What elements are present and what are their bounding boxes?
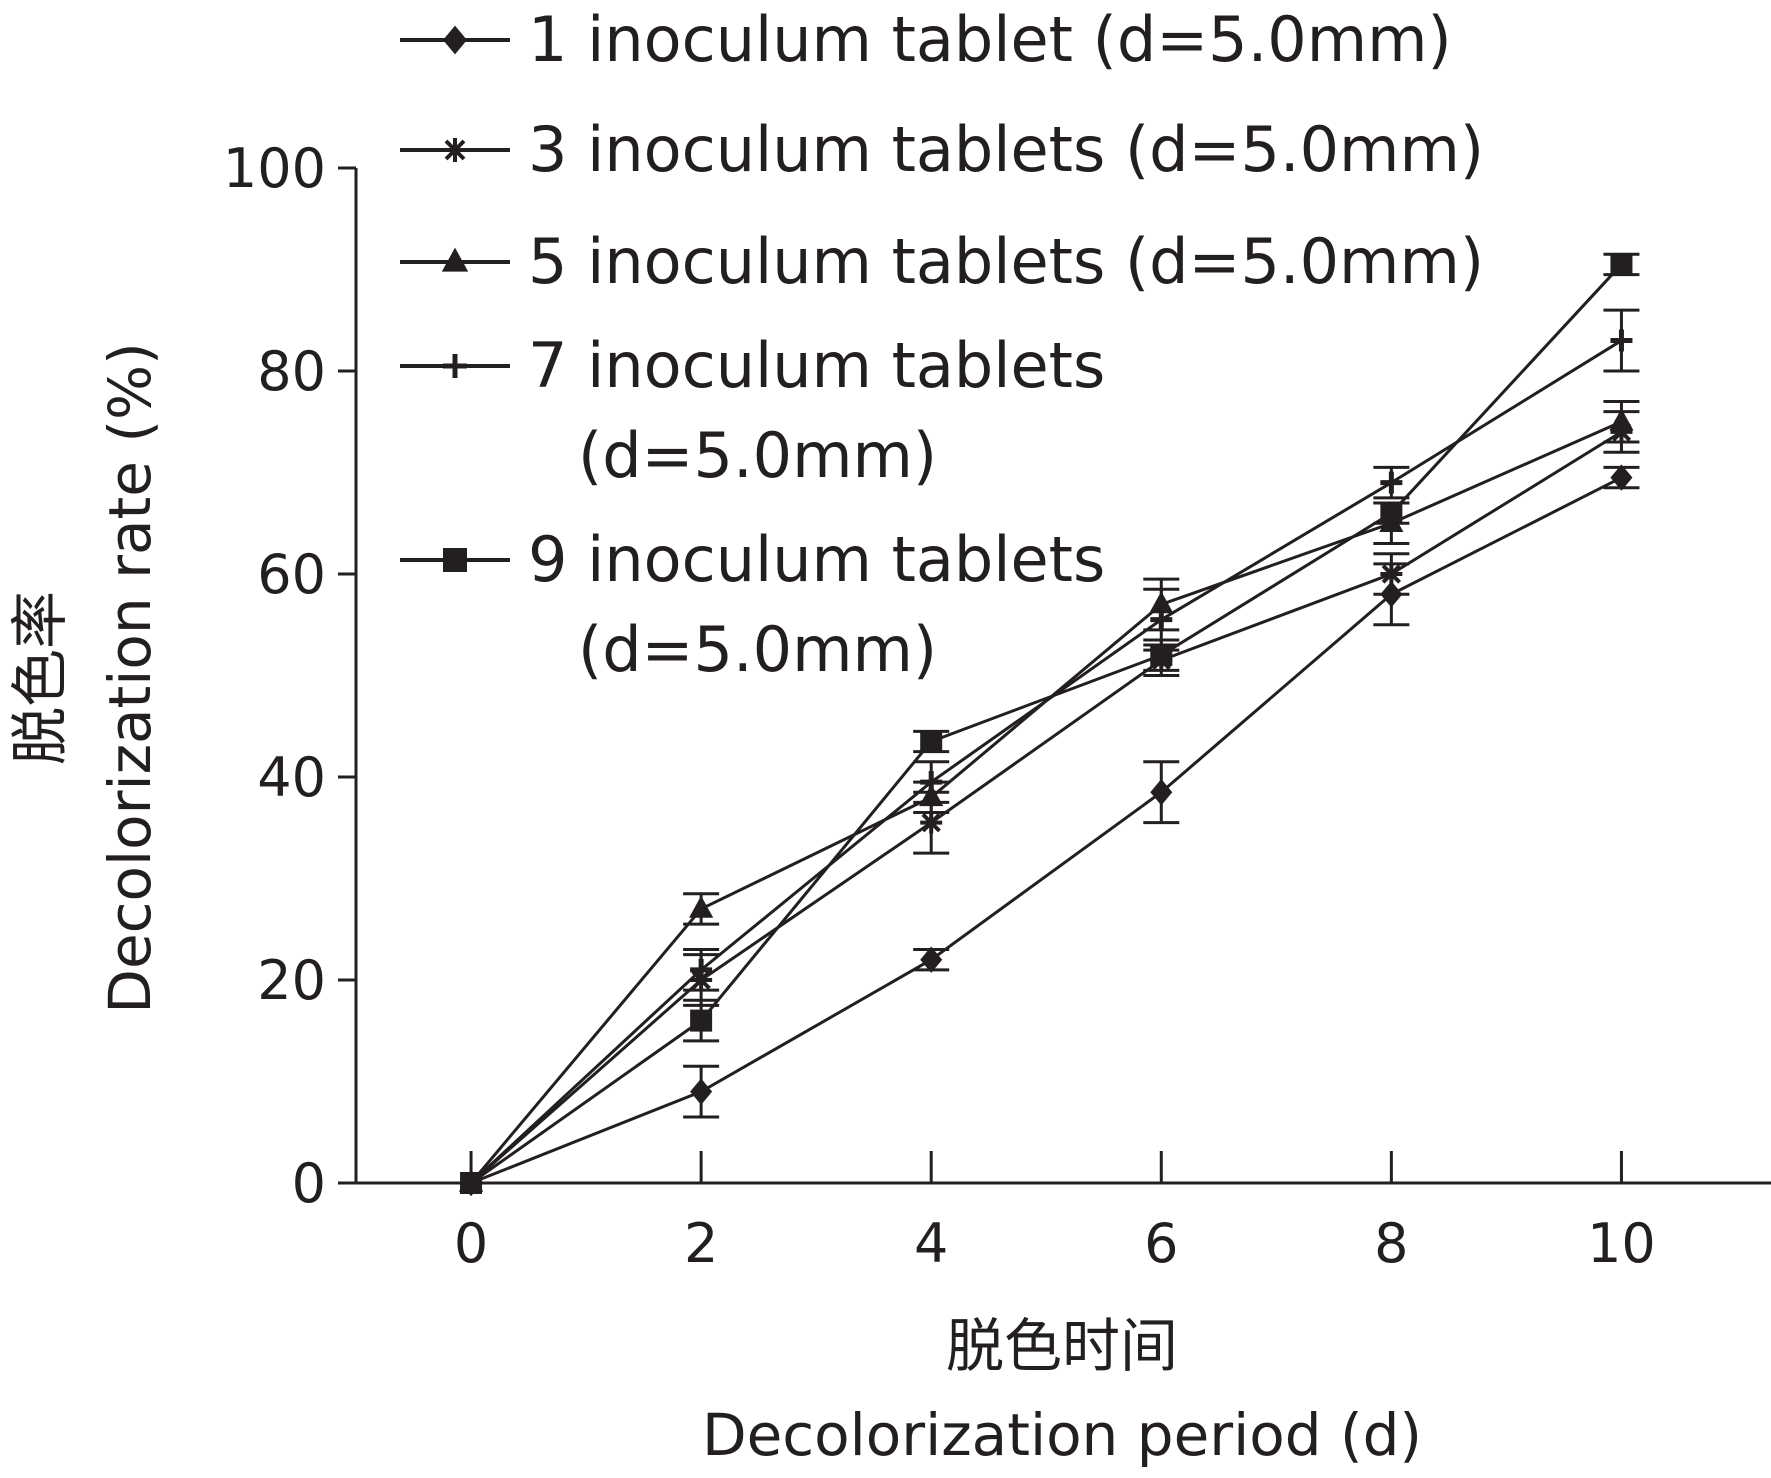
data-point bbox=[690, 1078, 713, 1105]
y-tick-label: 20 bbox=[257, 949, 326, 1012]
series-5 bbox=[460, 252, 1640, 1194]
data-point bbox=[690, 1009, 713, 1032]
data-point bbox=[443, 138, 467, 162]
y-axis-title-chinese: 脱色率 bbox=[6, 591, 74, 765]
x-axis-title: Decolorization period (d) bbox=[702, 1401, 1422, 1469]
legend-label: 9 inoculum tablets bbox=[528, 523, 1105, 596]
data-point bbox=[1380, 502, 1403, 525]
series-line bbox=[470, 339, 1623, 1185]
y-axis-title: Decolorization rate (%) bbox=[96, 342, 164, 1013]
data-point bbox=[920, 730, 943, 753]
data-point bbox=[1380, 471, 1403, 494]
data-point bbox=[1150, 779, 1173, 806]
legend-entry-2: 3 inoculum tablets (d=5.0mm) bbox=[400, 113, 1484, 186]
legend-entry-3: 5 inoculum tablets (d=5.0mm) bbox=[400, 225, 1484, 298]
series-line bbox=[470, 476, 1623, 1185]
legend-entry-4: 7 inoculum tablets (d=5.0mm) bbox=[400, 329, 1105, 492]
y-tick-label: 80 bbox=[257, 340, 326, 403]
series-line bbox=[470, 430, 1623, 1185]
legend-label: (d=5.0mm) bbox=[578, 419, 937, 492]
x-tick-label: 8 bbox=[1374, 1212, 1408, 1275]
x-tick-label: 4 bbox=[914, 1212, 948, 1275]
legend-entry-5: 9 inoculum tablets (d=5.0mm) bbox=[400, 523, 1105, 686]
data-point bbox=[690, 958, 713, 981]
x-tick-label: 6 bbox=[1144, 1212, 1178, 1275]
series-4 bbox=[460, 308, 1640, 1194]
data-point bbox=[1610, 329, 1633, 352]
x-tick-label: 10 bbox=[1587, 1212, 1656, 1275]
data-point bbox=[920, 811, 943, 834]
data-point bbox=[443, 354, 467, 378]
legend-entry-1: 1 inoculum tablet (d=5.0mm) bbox=[400, 3, 1452, 76]
y-tick-label: 100 bbox=[223, 137, 326, 200]
chart-axes: 0 20 40 60 80 100 0 2 4 6 8 10 bbox=[223, 137, 1771, 1275]
y-tick-label: 40 bbox=[257, 746, 326, 809]
series-line bbox=[470, 263, 1623, 1185]
data-point bbox=[443, 548, 467, 572]
data-point bbox=[1609, 408, 1634, 431]
x-tick-label: 0 bbox=[454, 1212, 488, 1275]
data-point bbox=[441, 247, 469, 272]
series-layer bbox=[458, 252, 1640, 1197]
data-point bbox=[1610, 253, 1633, 276]
axis-titles: 脱色时间 Decolorization period (d) 脱色率 Decol… bbox=[6, 342, 1422, 1469]
x-tick-label: 2 bbox=[684, 1212, 718, 1275]
legend-label: (d=5.0mm) bbox=[578, 613, 937, 686]
series-3 bbox=[458, 399, 1640, 1192]
x-axis-title-chinese: 脱色时间 bbox=[946, 1312, 1178, 1380]
data-point bbox=[689, 895, 714, 918]
legend-label: 7 inoculum tablets bbox=[528, 329, 1105, 402]
data-point bbox=[443, 25, 467, 55]
legend-label: 3 inoculum tablets (d=5.0mm) bbox=[528, 113, 1484, 186]
data-point bbox=[920, 771, 943, 794]
data-point bbox=[1610, 464, 1633, 491]
chart-legend: 1 inoculum tablet (d=5.0mm) 3 inoculum ta… bbox=[400, 3, 1484, 686]
y-tick-label: 0 bbox=[292, 1152, 326, 1215]
data-point bbox=[920, 946, 943, 973]
legend-label: 1 inoculum tablet (d=5.0mm) bbox=[528, 3, 1452, 76]
data-point bbox=[460, 1172, 483, 1194]
y-tick-label: 60 bbox=[257, 543, 326, 606]
legend-label: 5 inoculum tablets (d=5.0mm) bbox=[528, 225, 1484, 298]
data-point bbox=[1380, 563, 1403, 585]
data-point bbox=[1150, 608, 1173, 631]
data-point bbox=[1150, 644, 1173, 667]
